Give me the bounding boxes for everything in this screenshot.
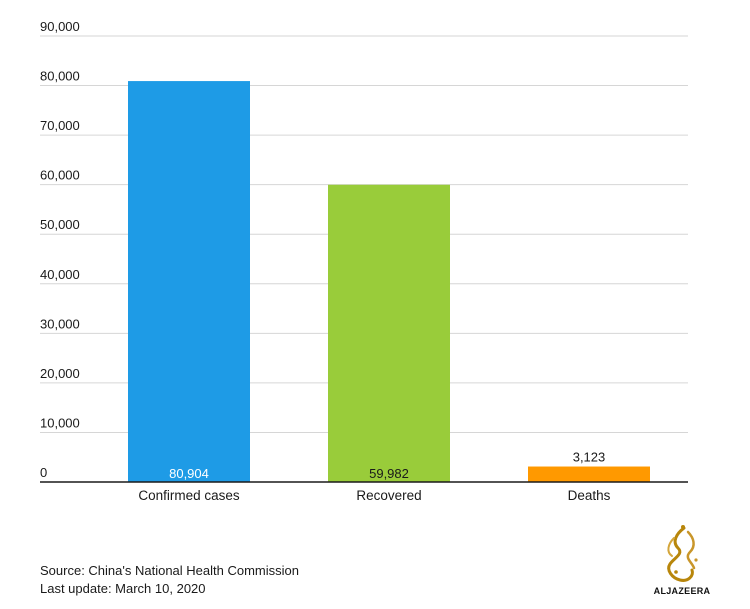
- chart-footer: Source: China's National Health Commissi…: [40, 562, 299, 598]
- x-category-label: Confirmed cases: [138, 488, 240, 503]
- aljazeera-logo-icon: [667, 525, 698, 582]
- bar-chart: 0 10,000 20,000 30,000 40,000 50,000 60,000 70,…: [40, 19, 688, 503]
- last-update-note: Last update: March 10, 2020: [40, 581, 206, 596]
- data-label: 80,904: [169, 466, 209, 481]
- bar-recovered: [328, 184, 450, 482]
- y-tick-label: 40,000: [40, 267, 80, 282]
- bar-deaths: [528, 466, 650, 482]
- y-tick-label: 30,000: [40, 316, 80, 331]
- data-label: 59,982: [369, 466, 409, 481]
- y-tick-label: 0: [40, 465, 47, 480]
- logo-wordmark: ALJAZEERA: [653, 586, 711, 596]
- y-tick-label: 80,000: [40, 69, 80, 84]
- y-tick-label: 90,000: [40, 19, 80, 34]
- source-note: Source: China's National Health Commissi…: [40, 563, 299, 578]
- bar-confirmed-cases: [128, 81, 250, 482]
- x-category-label: Deaths: [568, 488, 611, 503]
- x-category-label: Recovered: [356, 488, 421, 503]
- y-tick-label: 70,000: [40, 118, 80, 133]
- data-label: 3,123: [573, 450, 606, 465]
- y-tick-label: 10,000: [40, 415, 80, 430]
- y-tick-label: 20,000: [40, 366, 80, 381]
- y-tick-label: 50,000: [40, 217, 80, 232]
- y-tick-label: 60,000: [40, 168, 80, 183]
- aljazeera-logo: ALJAZEERA: [650, 524, 714, 600]
